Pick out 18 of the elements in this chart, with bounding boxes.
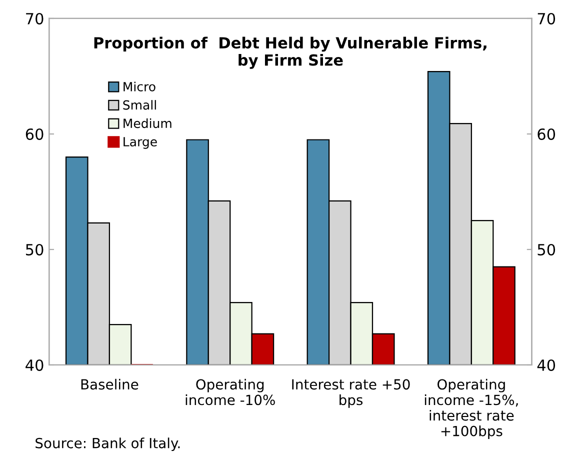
x-tick-label: Operating income -10% [186,378,275,406]
source-note: Source: Bank of Italy. [36,438,180,452]
y-tick-label: 50 [26,244,44,256]
y2-tick-label: 70 [538,12,556,24]
y2-tick-label: 50 [538,244,556,256]
y2-tick-label: 60 [538,128,556,140]
legend-label: Medium [124,118,172,128]
y2-tick-label: 40 [537,359,556,371]
legend-label: Small [123,100,156,110]
y-tick-label: 70 [26,12,44,24]
y-tick-label: 40 [26,359,44,371]
legend-label: Large [124,137,157,149]
legend-label: Micro [124,82,156,92]
x-tick-label: Operating income -15%, interest rate +100bps [424,378,518,439]
x-tick-label: Baseline [81,378,138,390]
text: Proportion of Debt Held by Vulnerable Firms, by Firm Size [94,36,486,69]
y-tick-label: 60 [26,128,44,140]
x-tick-label: Interest rate +50 bps [292,379,410,408]
